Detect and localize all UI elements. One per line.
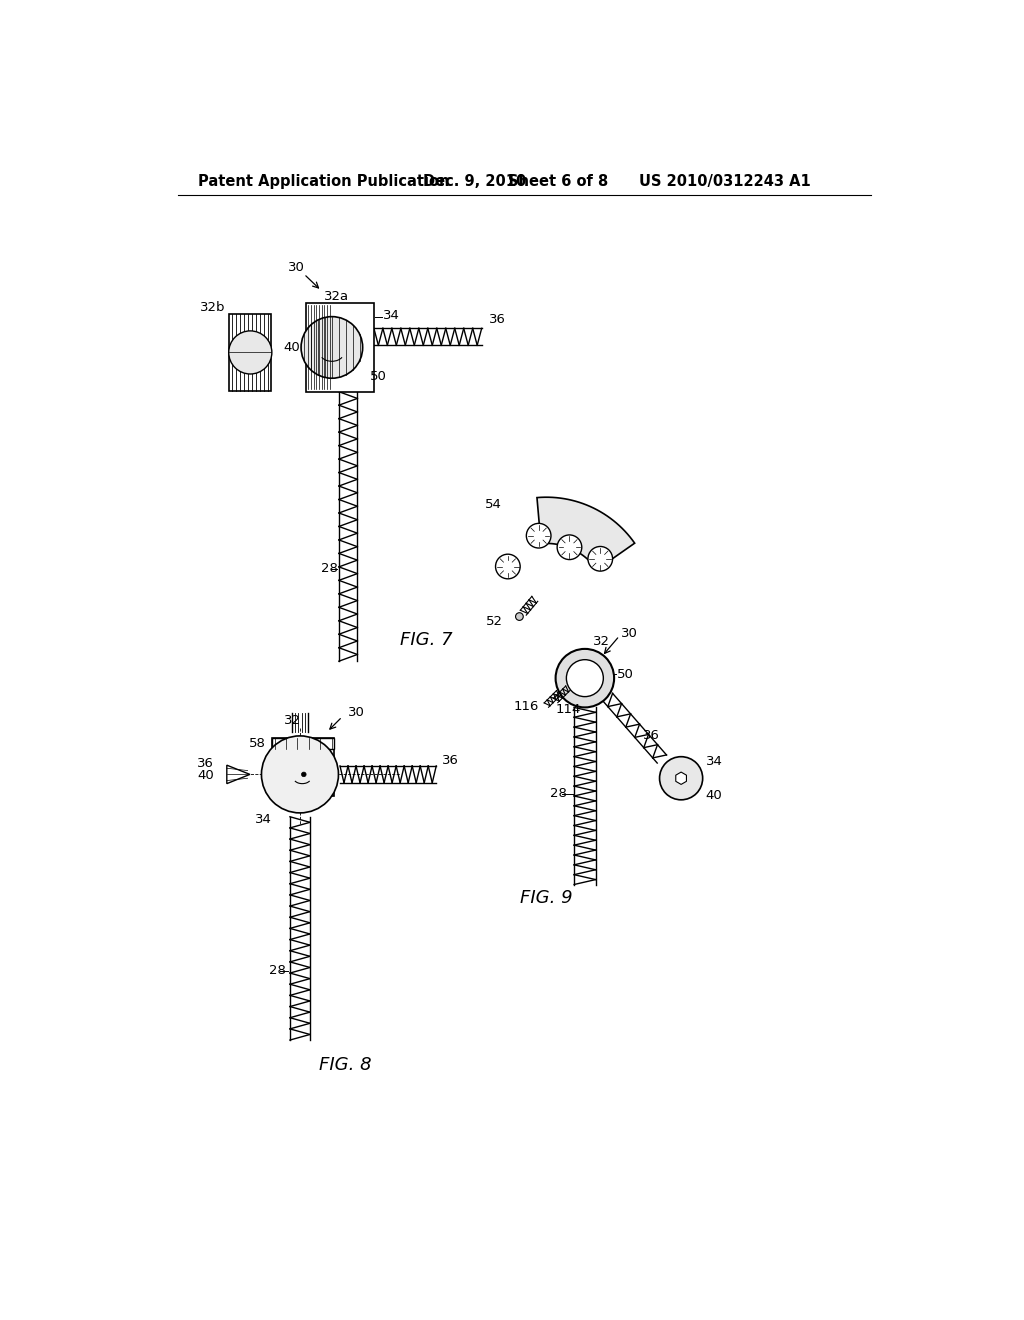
Circle shape (588, 546, 612, 572)
Circle shape (515, 612, 523, 620)
Text: 32a: 32a (324, 289, 349, 302)
Text: 40: 40 (197, 770, 214, 783)
Text: 36: 36 (197, 758, 214, 770)
Text: 28: 28 (269, 964, 286, 977)
Circle shape (301, 317, 362, 379)
Text: 30: 30 (621, 627, 638, 640)
Text: 34: 34 (255, 813, 272, 825)
Text: 28: 28 (550, 787, 567, 800)
Text: 32: 32 (284, 714, 301, 727)
Text: FIG. 9: FIG. 9 (520, 888, 572, 907)
FancyBboxPatch shape (272, 738, 334, 750)
Text: 40: 40 (706, 788, 723, 801)
FancyBboxPatch shape (229, 314, 271, 391)
Circle shape (557, 535, 582, 560)
FancyBboxPatch shape (272, 738, 334, 796)
Text: 36: 36 (643, 730, 659, 742)
Polygon shape (537, 498, 635, 570)
Text: 30: 30 (289, 261, 305, 275)
Circle shape (659, 756, 702, 800)
Circle shape (526, 523, 551, 548)
Text: 58: 58 (249, 737, 266, 750)
Text: 54: 54 (484, 499, 502, 511)
Circle shape (261, 737, 339, 813)
Text: FIG. 7: FIG. 7 (400, 631, 453, 648)
Text: 116: 116 (513, 700, 539, 713)
Text: 32b: 32b (200, 301, 225, 314)
Polygon shape (226, 766, 250, 784)
Text: Patent Application Publication: Patent Application Publication (199, 174, 450, 189)
Text: 34: 34 (706, 755, 723, 768)
Circle shape (566, 660, 603, 697)
Text: Dec. 9, 2010: Dec. 9, 2010 (423, 174, 526, 189)
Text: 28: 28 (322, 562, 338, 576)
Circle shape (496, 554, 520, 578)
Text: 52: 52 (486, 615, 503, 628)
Text: 36: 36 (489, 313, 506, 326)
Text: Sheet 6 of 8: Sheet 6 of 8 (508, 174, 608, 189)
Text: US 2010/0312243 A1: US 2010/0312243 A1 (639, 174, 811, 189)
Polygon shape (676, 772, 686, 784)
Text: 34: 34 (383, 309, 400, 322)
Text: 30: 30 (348, 706, 365, 719)
Text: 36: 36 (442, 754, 460, 767)
Text: 32: 32 (593, 635, 609, 648)
Circle shape (556, 649, 614, 708)
Text: 50: 50 (617, 668, 634, 681)
Text: FIG. 8: FIG. 8 (319, 1056, 372, 1074)
FancyBboxPatch shape (306, 304, 374, 392)
Text: 50: 50 (370, 370, 387, 383)
Circle shape (301, 772, 306, 776)
Text: 40: 40 (284, 341, 300, 354)
Circle shape (228, 331, 271, 374)
Text: 114: 114 (556, 704, 581, 717)
